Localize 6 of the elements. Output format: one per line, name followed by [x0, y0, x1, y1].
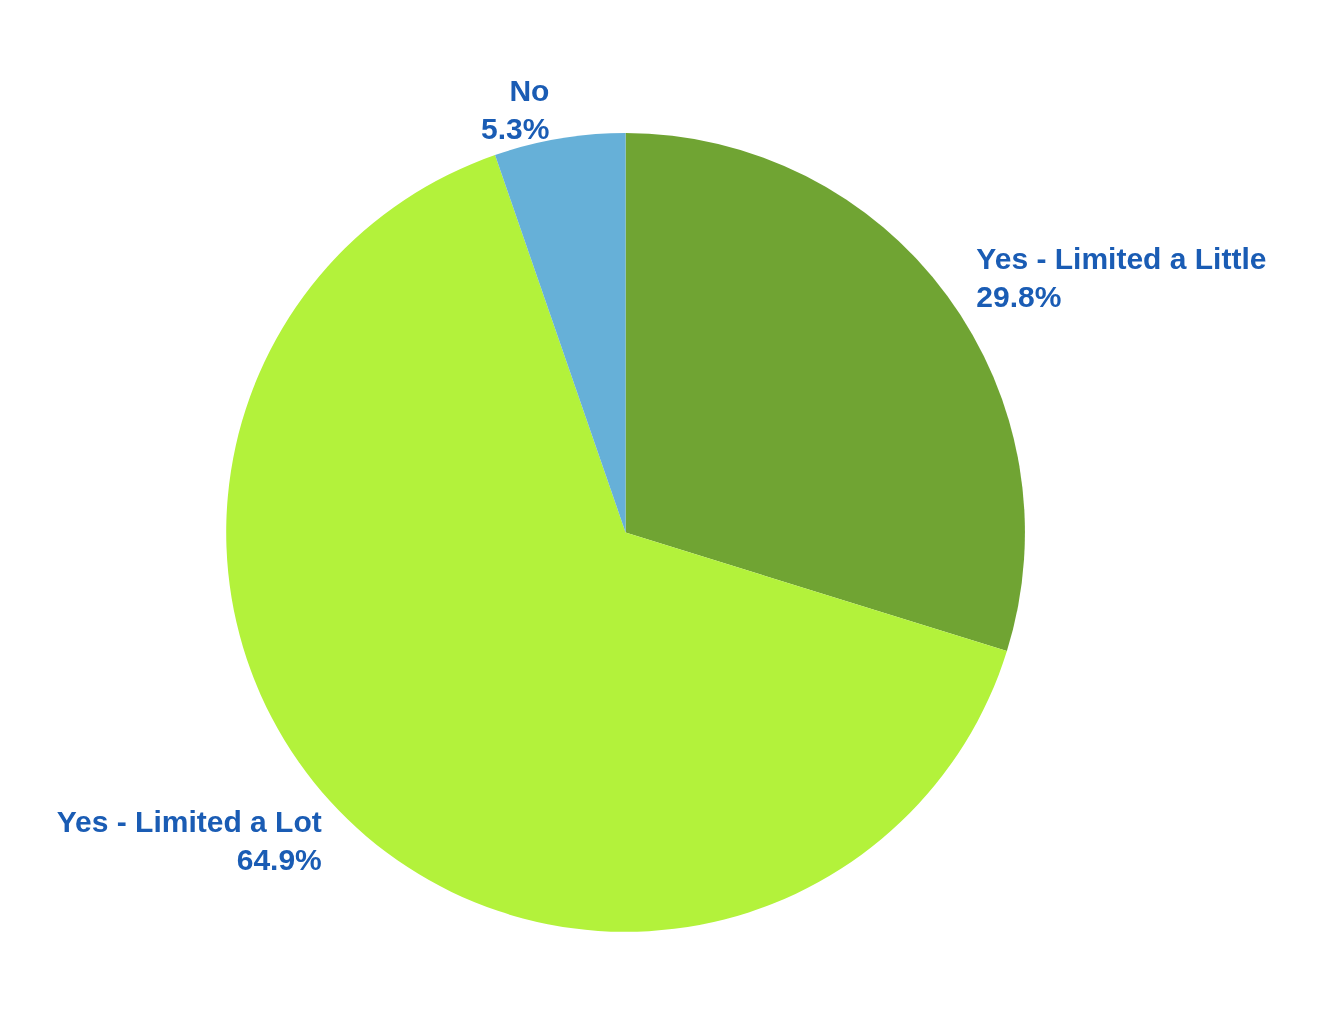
slice-label: Yes - Limited a Lot — [56, 805, 322, 839]
data-label: 64.9% — [236, 843, 322, 877]
slice-label: Yes - Limited a Little — [976, 242, 1267, 276]
data-label: 29.8% — [976, 280, 1062, 314]
data-label: 5.3% — [481, 111, 550, 145]
slice-label: No — [509, 73, 550, 107]
